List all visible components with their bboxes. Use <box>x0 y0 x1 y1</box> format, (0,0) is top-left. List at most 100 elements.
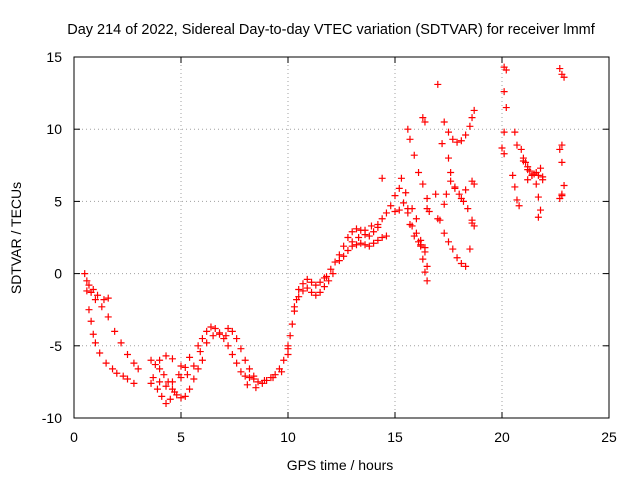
data-point <box>340 252 348 260</box>
data-point <box>406 135 414 143</box>
data-point <box>408 222 416 230</box>
data-point <box>539 176 547 184</box>
data-point <box>348 228 356 236</box>
data-point <box>519 157 527 165</box>
data-point <box>421 118 429 126</box>
data-point <box>445 238 452 246</box>
data-point <box>254 378 262 386</box>
data-point <box>462 262 470 270</box>
data-point <box>241 356 249 364</box>
data-point <box>419 180 427 188</box>
data-point <box>455 190 463 198</box>
data-point <box>464 205 472 213</box>
data-point <box>447 177 455 185</box>
data-point <box>468 114 476 122</box>
data-point <box>295 293 303 301</box>
data-point <box>502 104 510 112</box>
data-point <box>329 270 337 278</box>
data-point <box>158 392 166 400</box>
data-point <box>410 151 418 159</box>
data-point <box>419 255 427 263</box>
data-point <box>83 277 91 285</box>
data-point <box>517 145 525 153</box>
data-point <box>387 202 395 210</box>
data-point <box>98 303 106 311</box>
data-point <box>436 216 444 224</box>
data-point <box>442 190 450 198</box>
data-point <box>558 141 566 149</box>
data-point <box>166 395 174 403</box>
data-point <box>308 278 316 286</box>
data-point <box>245 365 253 373</box>
data-point <box>434 80 442 88</box>
data-point <box>156 365 164 373</box>
data-point <box>119 372 127 380</box>
data-point <box>537 164 545 172</box>
data-point <box>85 281 93 289</box>
data-point <box>357 239 365 247</box>
data-point <box>374 223 382 231</box>
data-point <box>96 349 104 357</box>
y-tick-label: -10 <box>42 410 62 426</box>
data-point <box>370 239 378 247</box>
data-point <box>438 140 446 148</box>
data-point <box>391 208 399 216</box>
data-point <box>532 180 540 188</box>
data-point <box>216 329 224 337</box>
data-point <box>117 339 125 347</box>
data-point <box>203 327 211 335</box>
data-point <box>440 118 448 126</box>
data-point <box>303 275 311 283</box>
data-point <box>183 371 191 379</box>
data-point <box>457 195 465 203</box>
data-point <box>151 361 159 369</box>
data-point <box>85 306 93 314</box>
data-point <box>498 144 506 152</box>
data-point <box>316 288 324 296</box>
data-point <box>260 376 268 384</box>
data-point <box>462 131 470 139</box>
data-point <box>224 342 232 350</box>
data-point <box>171 388 179 396</box>
data-point <box>412 229 420 237</box>
data-point <box>537 206 545 214</box>
data-point <box>513 141 521 149</box>
data-point <box>312 291 320 299</box>
data-point <box>94 291 102 299</box>
data-point <box>194 365 202 373</box>
data-point <box>168 355 176 363</box>
x-axis-label: GPS time / hours <box>287 457 394 473</box>
data-point <box>513 196 521 204</box>
data-point <box>468 177 476 185</box>
data-point <box>130 359 138 367</box>
data-point <box>308 288 316 296</box>
data-point <box>453 254 461 262</box>
data-point <box>196 348 204 356</box>
data-point <box>352 241 360 249</box>
data-point <box>440 200 448 208</box>
data-point <box>156 356 164 364</box>
data-point <box>344 246 352 254</box>
data-point <box>111 327 119 335</box>
data-point <box>400 199 408 207</box>
data-point <box>404 209 412 217</box>
data-point <box>89 330 97 338</box>
data-point <box>457 137 465 145</box>
data-point <box>237 368 245 376</box>
data-point <box>511 128 519 136</box>
data-point <box>470 106 478 114</box>
data-point <box>500 150 508 158</box>
data-point <box>445 128 452 136</box>
data-point <box>250 372 258 380</box>
data-point <box>100 296 108 304</box>
data-point <box>316 278 324 286</box>
data-point <box>160 371 168 379</box>
data-point <box>181 392 189 400</box>
data-point <box>453 138 461 146</box>
data-point <box>147 379 155 387</box>
data-point <box>91 339 99 347</box>
y-tick-label: -5 <box>50 338 63 354</box>
data-point <box>534 213 542 221</box>
data-point <box>81 270 89 278</box>
data-point <box>412 215 420 223</box>
